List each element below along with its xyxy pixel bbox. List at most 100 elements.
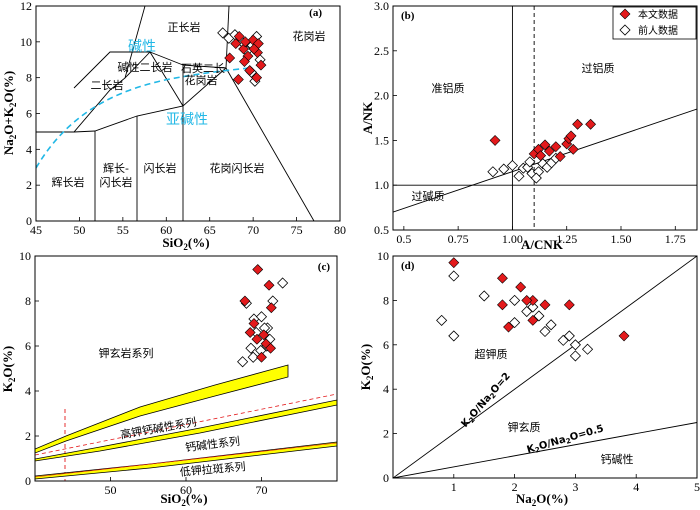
y-tick-label: 10 [377, 249, 389, 263]
point-this-study [248, 318, 260, 329]
point-this-study [258, 329, 270, 341]
panel-b-ylabel: A/NK [360, 101, 375, 134]
point-previous-data [569, 350, 581, 362]
point-this-study [497, 299, 508, 311]
tas-line [182, 64, 227, 69]
y-tick-label: 1.5 [374, 133, 389, 147]
panel-c-ylabel: K2O(%) [0, 346, 17, 392]
point-previous-data [487, 166, 499, 178]
x-tick-label: 0.5 [396, 232, 411, 246]
x-tick-label: 80 [334, 223, 346, 237]
x-tick-label: 4 [633, 480, 639, 494]
x-tick-label: 2 [512, 480, 518, 494]
point-previous-data [506, 159, 518, 172]
x-tick-label: 1 [451, 480, 457, 494]
y-tick-label: 8 [25, 294, 31, 308]
x-tick-label: 1.25 [556, 232, 577, 246]
panel-d-points [436, 257, 630, 362]
point-this-study [248, 43, 260, 55]
y-tick-label: 2.5 [374, 44, 389, 58]
point-this-study [244, 65, 256, 76]
label-gabbrodiorite-2: 闪长岩 [100, 175, 133, 189]
y-tick-label: 2 [383, 427, 389, 441]
x-tick-label: 65 [204, 223, 216, 237]
x-tick-label: 60 [160, 223, 172, 237]
point-this-study [572, 118, 583, 130]
point-previous-data [513, 170, 525, 182]
x-tick-label: 60 [180, 483, 192, 497]
label-quartz-monzonite: 石英二长 [181, 61, 225, 75]
panel-b-frame [392, 5, 698, 231]
y-tick-label: 6 [26, 107, 32, 121]
point-this-study [263, 279, 275, 291]
x-tick-label: 0.75 [448, 232, 469, 246]
tas-line [124, 51, 151, 79]
point-previous-data [478, 290, 490, 302]
point-this-study [239, 295, 251, 307]
y-tick-label: 12 [20, 0, 32, 13]
y-tick-label: 2 [26, 178, 32, 192]
panel-c-axes: 50 60 70 0 2 4 6 8 10 [19, 249, 268, 497]
y-tick-label: 2 [25, 429, 31, 443]
panel-c: (c) 钾玄岩系列 高钾钙碱性系列 钙碱性系列 低钾拉斑系列 50 60 70024… [0, 249, 338, 508]
label-calcalkaline: 钙碱性 [601, 452, 634, 466]
point-previous-data [217, 27, 229, 39]
label-granite-2: 花岗岩 [185, 73, 218, 87]
point-previous-data [448, 330, 460, 342]
point-previous-data [537, 158, 549, 170]
point-previous-data [569, 339, 581, 351]
point-this-study [527, 314, 539, 326]
x-tick-label: 45 [30, 223, 42, 237]
point-previous-data [524, 156, 536, 168]
x-tick-label: 70 [256, 483, 268, 497]
point-previous-data [245, 342, 257, 354]
y-tick-label: 4 [25, 384, 31, 398]
point-previous-data [581, 343, 594, 355]
label-granodiorite: 花岗闪长岩 [210, 161, 265, 175]
label-ratio-2: K2O/Na2O=2 [459, 371, 513, 431]
hk-calcalkaline-dashed-line [35, 393, 337, 456]
y-tick-label: 6 [25, 339, 31, 353]
y-tick-label: 3.0 [374, 0, 389, 13]
panel-a-fields [36, 6, 315, 221]
point-this-study [252, 264, 264, 275]
point-this-study [539, 139, 551, 151]
y-tick-label: 8 [383, 293, 389, 307]
panel-a-tag: (a) [309, 7, 322, 19]
point-this-study [489, 134, 501, 146]
x-tick-label: 1.00 [502, 232, 523, 246]
point-previous-data [509, 294, 521, 306]
point-this-study [497, 272, 508, 284]
point-this-study [585, 118, 597, 130]
label-alkaline: 碱性 [128, 39, 156, 55]
point-this-study [238, 43, 250, 55]
label-ultrapotassic: 超钾质 [475, 347, 508, 361]
label-shoshonite-series: 钾玄岩系列 [99, 346, 154, 360]
point-this-study [251, 333, 263, 345]
panel-a-axes: 45 50 55 60 65 70 75 80 0 2 4 6 8 10 12 [20, 0, 346, 237]
point-previous-data [527, 301, 539, 313]
point-this-study [550, 141, 562, 153]
label-peraluminous: 过铝质 [582, 61, 615, 75]
legend-filled-diamond-icon [619, 8, 631, 20]
panel-d: (d) 超钾质 钾玄质 钙碱性 K2O/Na2O=2 K2O/Na2O=0.5 … [358, 249, 700, 508]
y-tick-label: 10 [20, 35, 32, 49]
point-this-study [503, 321, 514, 333]
x-tick-label: 3 [572, 480, 578, 494]
x-tick-label: 1.75 [665, 232, 686, 246]
panel-c-xlabel: SiO2(%) [160, 491, 207, 508]
point-previous-data [539, 325, 551, 338]
point-this-study [565, 130, 577, 142]
panel-d-ylabel: K2O(%) [358, 344, 375, 390]
legend-this-study: 本文数据 [638, 8, 678, 21]
panel-a-xlabel: SiO2(%) [162, 235, 209, 252]
panel-d-tag: (d) [401, 260, 415, 272]
label-alkali-monzonite: 碱性二长岩 [118, 60, 173, 74]
tas-line [225, 67, 315, 221]
label-gabbro: 辉长岩 [52, 175, 85, 189]
panel-c-tag: (c) [318, 261, 331, 273]
x-tick-label: 1.50 [611, 232, 632, 246]
point-previous-data [237, 356, 249, 368]
point-this-study [230, 38, 242, 50]
point-previous-data [533, 310, 545, 322]
